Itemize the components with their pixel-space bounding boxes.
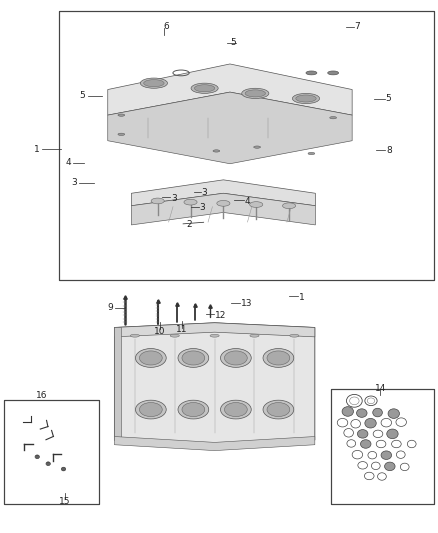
Ellipse shape [245, 90, 265, 97]
Ellipse shape [151, 198, 164, 204]
Ellipse shape [373, 408, 382, 417]
Ellipse shape [254, 146, 261, 148]
Ellipse shape [144, 79, 164, 87]
Text: 7: 7 [354, 22, 360, 31]
Ellipse shape [360, 440, 371, 448]
Ellipse shape [388, 409, 399, 418]
Text: 3: 3 [171, 194, 177, 203]
Polygon shape [114, 327, 121, 440]
Ellipse shape [306, 71, 317, 75]
Ellipse shape [178, 400, 209, 419]
Text: 5: 5 [231, 38, 237, 47]
Ellipse shape [220, 349, 251, 367]
Ellipse shape [139, 402, 162, 417]
Text: 12: 12 [215, 311, 226, 320]
Text: 3: 3 [71, 179, 77, 187]
Polygon shape [108, 64, 352, 115]
Ellipse shape [170, 334, 179, 337]
Ellipse shape [365, 418, 376, 428]
Ellipse shape [267, 402, 290, 417]
Ellipse shape [242, 88, 269, 99]
Ellipse shape [381, 451, 392, 459]
Ellipse shape [213, 150, 220, 152]
Ellipse shape [118, 133, 125, 135]
Ellipse shape [267, 351, 290, 365]
Ellipse shape [118, 114, 125, 116]
Ellipse shape [308, 152, 315, 155]
Ellipse shape [182, 351, 205, 365]
Ellipse shape [357, 430, 368, 438]
Ellipse shape [191, 83, 218, 93]
Ellipse shape [250, 334, 259, 337]
Ellipse shape [296, 95, 316, 102]
Text: 9: 9 [107, 303, 113, 312]
Polygon shape [108, 92, 352, 164]
Ellipse shape [387, 429, 398, 439]
Ellipse shape [139, 351, 162, 365]
Ellipse shape [250, 201, 263, 207]
Ellipse shape [293, 93, 320, 103]
Ellipse shape [225, 351, 247, 365]
Ellipse shape [46, 462, 50, 466]
Polygon shape [114, 323, 315, 337]
Ellipse shape [35, 455, 39, 458]
Ellipse shape [328, 71, 339, 75]
Text: 10: 10 [154, 327, 166, 336]
Ellipse shape [385, 462, 395, 471]
Ellipse shape [131, 334, 139, 337]
Ellipse shape [140, 78, 167, 88]
Text: 14: 14 [374, 384, 386, 392]
Text: 3: 3 [201, 189, 207, 197]
Ellipse shape [182, 402, 205, 417]
Ellipse shape [330, 117, 336, 119]
Bar [4, 400, 99, 504]
Ellipse shape [283, 203, 296, 208]
Text: 5: 5 [80, 92, 85, 100]
Text: 4: 4 [244, 197, 250, 206]
Text: 4: 4 [65, 158, 71, 167]
Ellipse shape [220, 400, 251, 419]
Polygon shape [131, 193, 315, 225]
Ellipse shape [135, 349, 166, 367]
Polygon shape [114, 323, 315, 445]
Ellipse shape [217, 200, 230, 206]
Text: 6: 6 [163, 22, 169, 31]
Ellipse shape [194, 85, 215, 92]
Bar [4, 400, 99, 504]
Bar [331, 389, 434, 504]
Text: 13: 13 [241, 300, 252, 308]
Ellipse shape [135, 400, 166, 419]
Ellipse shape [290, 334, 299, 337]
Ellipse shape [61, 467, 66, 471]
Ellipse shape [184, 199, 197, 205]
Bar [331, 389, 434, 504]
Text: 2: 2 [186, 221, 192, 229]
Text: 1: 1 [299, 293, 304, 302]
Text: 11: 11 [176, 325, 187, 334]
Text: 16: 16 [36, 391, 47, 400]
Ellipse shape [210, 334, 219, 337]
Ellipse shape [263, 400, 294, 419]
Polygon shape [114, 437, 315, 450]
Ellipse shape [178, 349, 209, 367]
Ellipse shape [263, 349, 294, 367]
Text: 15: 15 [59, 497, 71, 505]
Bar [59, 11, 434, 280]
Ellipse shape [357, 409, 367, 417]
Text: 8: 8 [386, 146, 392, 155]
Bar [59, 11, 434, 280]
Ellipse shape [342, 407, 353, 416]
Text: 3: 3 [199, 204, 205, 212]
Text: 5: 5 [385, 94, 391, 103]
Ellipse shape [225, 402, 247, 417]
Text: 1: 1 [34, 145, 39, 154]
Polygon shape [131, 180, 315, 206]
